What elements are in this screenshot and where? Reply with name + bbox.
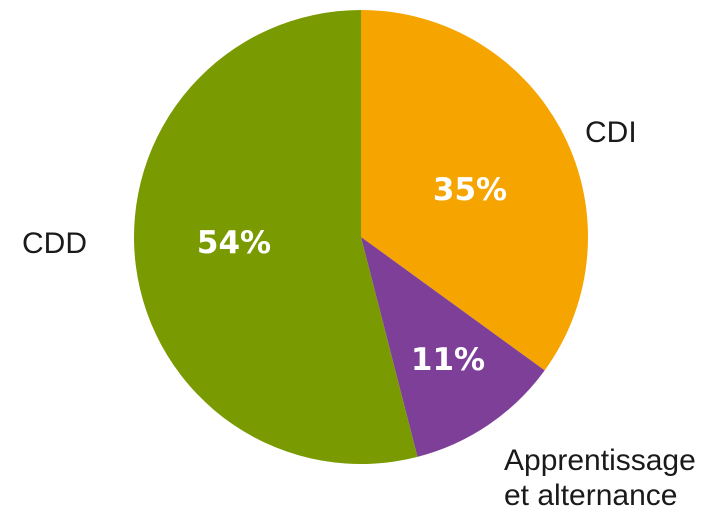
slice-label-apprentissage-line2: et alternance xyxy=(504,479,677,512)
slice-label-apprentissage-line1: Apprentissage xyxy=(504,444,696,477)
slice-label-cdd: CDD xyxy=(22,227,87,260)
slice-value-label-apprentissage: 11% xyxy=(411,342,485,378)
slice-value-label-cdd: 54% xyxy=(197,225,271,261)
pie-slice-cdi xyxy=(361,10,588,371)
pie-slice-cdd xyxy=(133,10,418,465)
pie-slice-apprentissage xyxy=(361,237,545,457)
slice-value-label-cdi: 35% xyxy=(433,172,507,208)
slice-label-cdi: CDI xyxy=(585,116,637,149)
pie-slices xyxy=(133,10,588,465)
